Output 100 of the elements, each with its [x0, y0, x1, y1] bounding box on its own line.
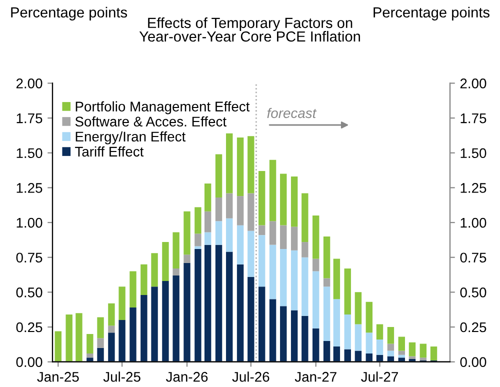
bar — [430, 346, 438, 360]
bar — [184, 211, 190, 255]
bar — [280, 174, 287, 226]
bar — [387, 344, 394, 351]
bar — [248, 276, 254, 362]
bar — [387, 350, 394, 356]
x-tick-label: Jul-25 — [103, 372, 140, 382]
legend-label: Software & Acces. Effect — [75, 116, 226, 127]
bar — [333, 346, 340, 362]
bar — [204, 232, 212, 245]
y-tick-label: 2.00 — [16, 78, 42, 88]
bar — [344, 314, 351, 350]
bar — [118, 320, 126, 362]
bar — [269, 299, 276, 362]
y-tick-label: 0.25 — [16, 322, 42, 332]
bar — [302, 242, 308, 258]
bar — [151, 253, 158, 287]
bar — [376, 340, 384, 355]
bar — [333, 258, 340, 300]
bar — [408, 342, 416, 356]
bar — [248, 136, 254, 194]
y-tick-label: 0.75 — [16, 252, 42, 263]
bar — [302, 257, 308, 316]
bar — [420, 344, 427, 358]
y-tick-label: 1.00 — [16, 218, 42, 228]
bar — [140, 294, 148, 362]
legend-label: Portfolio Management Effect — [76, 101, 250, 114]
bar — [236, 138, 244, 196]
bar — [194, 246, 202, 249]
bar — [354, 324, 362, 351]
bar — [172, 268, 180, 276]
bar — [86, 358, 94, 362]
bar — [269, 160, 276, 222]
x-tick-label: Jan-27 — [294, 372, 336, 382]
bar — [258, 235, 266, 287]
bar — [312, 258, 320, 272]
bar — [194, 248, 202, 362]
chart-title: Effects of Temporary Factors on Year-over-Year Core PCE Inflation — [139, 17, 360, 42]
bar — [215, 154, 222, 198]
bar — [420, 358, 427, 360]
bar — [215, 221, 222, 245]
bar — [354, 350, 362, 362]
bar — [312, 271, 320, 328]
bar — [344, 268, 351, 314]
bar — [269, 221, 276, 245]
bar — [226, 133, 233, 194]
bar — [302, 193, 308, 242]
legend-label: Tariff Effect — [75, 146, 144, 157]
bar — [108, 303, 115, 326]
bar — [130, 271, 136, 308]
bar — [290, 250, 298, 310]
bar — [184, 254, 190, 263]
bar — [97, 338, 104, 348]
bar — [108, 326, 115, 333]
bar — [54, 331, 62, 362]
x-tick-label: Jul-27 — [361, 372, 398, 382]
y2-tick-label: 1.00 — [460, 218, 486, 228]
bar — [162, 281, 169, 362]
bar — [66, 314, 72, 362]
y2-tick-label: 0.00 — [460, 357, 486, 368]
y-tick-label: 1.75 — [16, 114, 42, 124]
bar — [226, 193, 233, 218]
bar — [269, 244, 276, 300]
bar — [130, 308, 136, 362]
bar — [215, 197, 222, 222]
bar — [398, 358, 405, 362]
bar — [204, 244, 212, 362]
bar — [86, 353, 94, 358]
bar — [290, 176, 298, 227]
bar — [366, 353, 373, 362]
annotation: forecast — [267, 108, 317, 118]
y2-tick-label: 1.50 — [460, 148, 486, 158]
bar — [323, 236, 330, 278]
bar — [97, 348, 104, 362]
legend-label: Energy/Iran Effect — [76, 131, 186, 144]
bar — [312, 216, 320, 259]
bar — [366, 332, 373, 354]
y2-tick-label: 0.25 — [460, 322, 486, 332]
y-tick-label: 0.00 — [16, 357, 42, 368]
bar — [323, 278, 330, 287]
bar — [236, 264, 244, 362]
bar — [366, 302, 373, 333]
bar — [248, 230, 254, 277]
bar — [226, 252, 233, 362]
bar — [97, 317, 104, 338]
bar — [140, 264, 148, 295]
bar — [258, 170, 266, 226]
y2-tick-label: 1.25 — [460, 183, 486, 193]
bar — [226, 218, 233, 252]
bar — [108, 332, 115, 362]
x-tick-label: Jul-26 — [232, 372, 270, 382]
bar — [398, 336, 405, 351]
bar — [258, 286, 266, 362]
bar — [86, 334, 94, 354]
bar — [344, 349, 351, 362]
x-tick-label: Jan-26 — [166, 372, 208, 382]
bar — [118, 286, 126, 320]
bar — [184, 262, 190, 362]
y2-tick-label: 0.50 — [460, 288, 486, 298]
bar — [172, 275, 180, 362]
